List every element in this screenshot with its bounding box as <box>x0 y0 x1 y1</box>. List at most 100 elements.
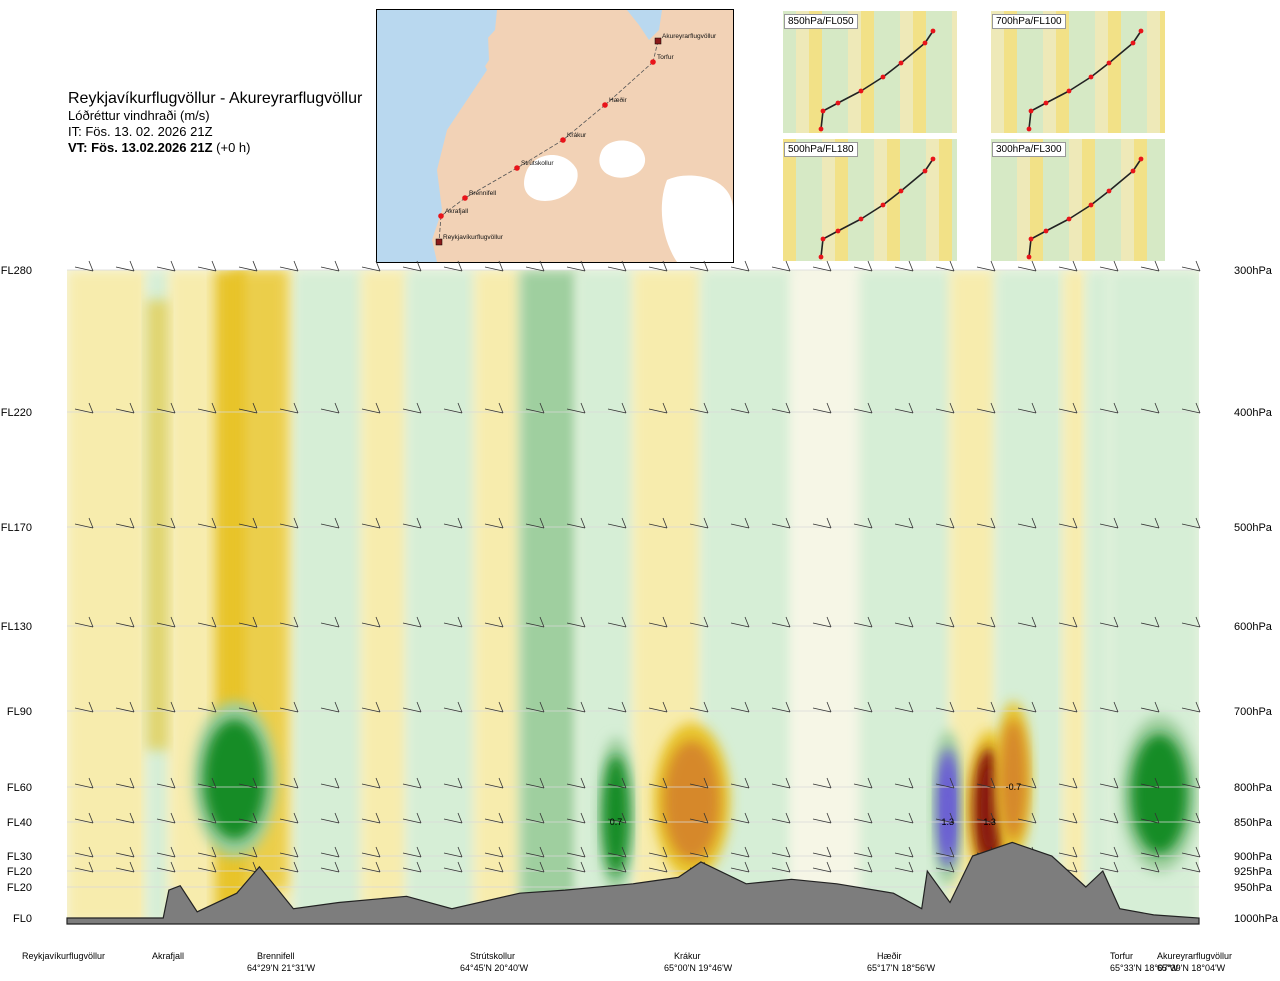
barb-shaft-7-12 <box>566 852 586 858</box>
route-line: Akureyrarflugvöllur Torfur Hæðir Krákur Strú… <box>435 33 717 246</box>
barb-shaft-0-8 <box>402 266 422 272</box>
value-label-2: 1.3 <box>983 817 996 827</box>
barb-shaft-7-26 <box>1140 852 1160 858</box>
barb-flag-0-20 <box>908 260 914 272</box>
panel-band-3-9 <box>1108 139 1121 261</box>
barb-shaft-1-6 <box>320 408 340 414</box>
panel-route-1-5 <box>1030 102 1047 112</box>
panel-route-3-3 <box>1068 204 1092 220</box>
barb-flag-5-14 <box>662 777 668 789</box>
barb-shaft-4-19 <box>853 707 873 713</box>
barb-shaft-0-22 <box>976 266 996 272</box>
panel-point-0-3 <box>880 74 886 80</box>
panel-point-3-1 <box>1130 168 1136 174</box>
barb-shaft-1-17 <box>771 408 791 414</box>
barb-flag-7-26 <box>1154 846 1160 858</box>
barb-shaft-3-0 <box>74 622 94 628</box>
panel-route-2-0 <box>924 158 934 172</box>
panel-route-1-0 <box>1132 30 1142 44</box>
pressure-label-2: 500hPa <box>1234 522 1273 534</box>
barb-shaft-0-16 <box>730 266 750 272</box>
panel-band-3-13 <box>1160 139 1165 261</box>
barb-flag-8-10 <box>498 861 504 873</box>
panel-band-0-7 <box>874 11 887 133</box>
barb-flag-6-0 <box>88 812 94 824</box>
barb-flag-7-14 <box>662 846 668 858</box>
barb-shaft-2-17 <box>771 523 791 529</box>
barb-flag-4-22 <box>990 701 996 713</box>
barb-flag-0-16 <box>744 260 750 272</box>
barb-flag-4-11 <box>539 701 545 713</box>
barb-shaft-3-19 <box>853 622 873 628</box>
panel-point-3-0 <box>1138 156 1144 162</box>
barb-flag-5-19 <box>867 777 873 789</box>
panel-band-1-12 <box>1147 11 1160 133</box>
barb-shaft-1-27 <box>1181 408 1201 414</box>
barb-shaft-6-20 <box>894 818 914 824</box>
barb-shaft-1-8 <box>402 408 422 414</box>
barb-flag-7-1 <box>129 846 135 858</box>
barb-shaft-7-24 <box>1058 852 1078 858</box>
barb-flag-2-5 <box>293 517 299 529</box>
barb-flag-4-6 <box>334 701 340 713</box>
waypoint-point-6 <box>438 213 444 219</box>
barb-flag-1-23 <box>1031 402 1037 414</box>
cell-core-6 <box>1131 734 1188 854</box>
route-map: Akureyrarflugvöllur Torfur Hæðir Krákur Strú… <box>376 9 734 263</box>
barb-flag-1-19 <box>867 402 873 414</box>
barb-flag-6-10 <box>498 812 504 824</box>
barb-flag-8-0 <box>88 861 94 873</box>
barb-flag-3-14 <box>662 616 668 628</box>
barb-shaft-7-5 <box>279 852 299 858</box>
barb-flag-3-4 <box>252 616 258 628</box>
barb-flag-4-18 <box>826 701 832 713</box>
barb-flag-3-26 <box>1154 616 1160 628</box>
barb-shaft-8-13 <box>607 867 627 873</box>
barb-flag-4-16 <box>744 701 750 713</box>
panel-route-2-2 <box>882 190 902 206</box>
barb-shaft-3-2 <box>156 622 176 628</box>
barb-shaft-0-24 <box>1058 266 1078 272</box>
barb-shaft-5-13 <box>607 783 627 789</box>
barb-shaft-5-10 <box>484 783 504 789</box>
barb-shaft-0-17 <box>771 266 791 272</box>
barb-shaft-7-25 <box>1099 852 1119 858</box>
barb-shaft-2-26 <box>1140 523 1160 529</box>
barb-flag-0-0 <box>88 260 94 272</box>
barb-shaft-6-14 <box>648 818 668 824</box>
panel-point-2-4 <box>858 216 864 222</box>
panel-band-2-5 <box>848 139 861 261</box>
pressure-label-10: 1000hPa <box>1234 913 1279 925</box>
barb-shaft-6-12 <box>566 818 586 824</box>
glacier-hofsjokull <box>599 140 646 178</box>
barb-flag-6-23 <box>1031 812 1037 824</box>
barb-flag-4-10 <box>498 701 504 713</box>
barb-flag-8-25 <box>1113 861 1119 873</box>
barb-shaft-2-27 <box>1181 523 1201 529</box>
barb-flag-8-18 <box>826 861 832 873</box>
barb-shaft-5-25 <box>1099 783 1119 789</box>
barb-flag-6-15 <box>703 812 709 824</box>
barb-shaft-1-21 <box>935 408 955 414</box>
valid-offset: (+0 h) <box>216 140 251 155</box>
barb-flag-7-2 <box>170 846 176 858</box>
panel-band-0-0 <box>783 11 796 133</box>
barb-shaft-5-0 <box>74 783 94 789</box>
barb-flag-0-5 <box>293 260 299 272</box>
barb-flag-0-25 <box>1113 260 1119 272</box>
barb-flag-6-24 <box>1072 812 1078 824</box>
barb-flag-4-25 <box>1113 701 1119 713</box>
barb-flag-2-2 <box>170 517 176 529</box>
barb-shaft-5-7 <box>361 783 381 789</box>
fl-label-4: FL90 <box>7 706 32 718</box>
barb-flag-2-11 <box>539 517 545 529</box>
panel-route-1-1 <box>1108 42 1134 64</box>
barb-shaft-3-17 <box>771 622 791 628</box>
init-time: IT: Fös. 13. 02. 2026 21Z <box>68 124 213 139</box>
barb-shaft-2-25 <box>1099 523 1119 529</box>
panel-point-0-2 <box>898 60 904 66</box>
barb-shaft-5-22 <box>976 783 996 789</box>
barb-shaft-2-16 <box>730 523 750 529</box>
barb-flag-1-7 <box>375 402 381 414</box>
barb-flag-8-5 <box>293 861 299 873</box>
